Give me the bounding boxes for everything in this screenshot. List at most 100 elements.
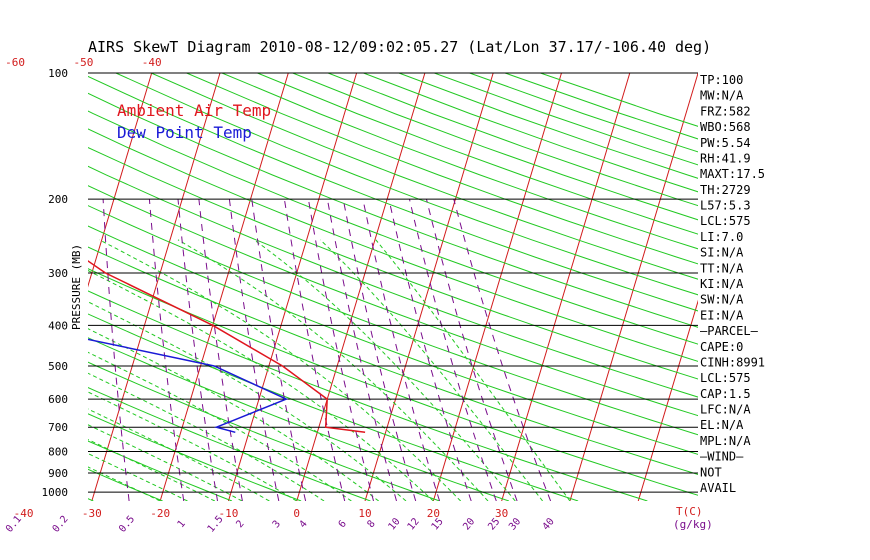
index-label: LCL:575 [700,371,751,385]
mixing-ratio-line [307,199,374,501]
isotherm-line [91,73,221,501]
pressure-tick-label: 600 [48,393,68,406]
dry-adiabat-line [88,165,698,398]
mixing-ratio-line [228,199,280,501]
mixing-ratio-line [426,199,518,501]
mixing-ratio-line [409,199,497,501]
index-label: —WIND— [700,450,744,464]
index-label: MW:N/A [700,89,744,103]
isotherm-line [88,73,153,288]
pressure-tick-label: 1000 [42,486,69,499]
y-axis-label: PRESSURE (MB) [70,244,83,330]
index-label: AVAIL [700,481,736,495]
mixing-ratio-line [251,199,307,501]
isotherm-line [227,73,358,501]
moist-adiabat-line [88,269,434,501]
mixing-ratio-tick-label: 6 [337,519,349,531]
index-label: SW:N/A [700,293,744,307]
dry-adiabat-line [257,73,698,235]
dry-adiabat-line [88,440,233,501]
isotherm-line [296,73,426,501]
dry-adiabat-line [88,468,163,501]
index-label: NOT [700,465,722,479]
dry-adiabat-line [115,73,698,296]
index-label: FRZ:582 [700,104,751,118]
mixing-ratio-line [6,199,16,501]
mixing-ratio-line [453,199,552,501]
top-temp-tick-labels: -120-110-100-90-80-70-60-50-40 [5,56,162,69]
mixing-ratio-tick-label: 0.2 [51,514,71,535]
mixing-ratio-line [283,199,346,501]
dry-adiabat-line [0,73,24,501]
index-label: EL:N/A [700,418,744,432]
index-label: MPL:N/A [700,434,751,448]
bottom-temp-tick-label: -10 [219,507,239,520]
pressure-tick-label: 300 [48,267,68,280]
mixing-unit-label: (g/kg) [673,518,713,531]
legend-dew-point-temp: Dew Point Temp [117,123,252,142]
pressure-tick-label: 900 [48,467,68,480]
mixing-ratio-tick-label: 40 [541,516,557,532]
mixing-ratio-tick-label: 4 [298,519,310,531]
mixing-ratio-tick-label: 3 [271,519,283,531]
index-label: MAXT:17.5 [700,167,765,181]
dry-adiabat-line [88,128,698,362]
bottom-temp-tick-label: -40 [14,507,34,520]
moist-adiabat-line [375,239,571,501]
tc-label: T(C) [676,505,703,518]
dry-adiabat-line [88,110,698,345]
dry-adiabat-line [88,361,440,501]
isotherm-line [364,73,494,501]
isotherm-line [0,73,15,501]
moist-adiabat-line [88,301,407,501]
moist-adiabat-line [88,453,188,501]
isobar-lines [88,72,698,493]
dry-adiabat-line [469,73,698,153]
index-label: SI:N/A [700,246,744,260]
index-label: PW:5.54 [700,136,751,150]
chart-title: AIRS SkewT Diagram 2010-08-12/09:02:05.2… [88,38,711,56]
mixing-ratio-tick-label: 12 [406,516,422,532]
pressure-tick-label: 100 [48,67,68,80]
mixing-ratio-line [342,199,417,501]
moist-adiabat-line [253,239,516,501]
bottom-temp-tick-label: 0 [293,507,300,520]
index-label: RH:41.9 [700,151,751,165]
moist-adiabat-line [88,391,297,501]
dry-adiabat-line [363,73,698,193]
pressure-tick-label: 200 [48,193,68,206]
index-label: TH:2729 [700,183,751,197]
index-label: LCL:575 [700,214,751,228]
dry-adiabat-line [88,413,302,501]
isotherm-line [159,73,289,501]
top-temp-tick-label: -60 [5,56,25,69]
mixing-ratio-tick-label: 30 [507,516,523,532]
mixing-ratio-line [177,199,218,501]
index-label: KI:N/A [700,277,744,291]
index-label: CAP:1.5 [700,387,751,401]
ambient-air-temp-line [88,260,366,434]
moist-adiabat-line [319,239,543,501]
pressure-tick-label: 500 [48,360,68,373]
mixing-ratio-tick-label: 1 [176,519,188,531]
pressure-tick-label: 800 [48,446,68,459]
mixing-ratio-tick-label: 8 [365,519,377,531]
dry-adiabat-line [88,205,698,436]
isotherm-line [501,73,631,501]
moist-adiabat-line [88,466,161,501]
dry-adiabat-line [88,337,510,501]
mixing-ratio-line [362,199,441,501]
mixing-ratio-line [148,199,185,501]
moist-adiabat-line [88,372,325,501]
moist-adiabat-line [99,239,462,501]
index-label: TP:100 [700,73,743,87]
dry-adiabat-line [88,225,698,455]
dry-adiabat-line [88,313,579,501]
legend-ambient-air-temp: Ambient Air Temp [117,101,271,120]
pressure-tick-labels: 100 200 300 400 500 600 700 800 900 1000 [42,67,69,499]
bottom-temp-tick-label: 10 [358,507,371,520]
mixing-ratio-tick-label: 0.5 [117,514,137,535]
top-temp-tick-label: -40 [142,56,162,69]
